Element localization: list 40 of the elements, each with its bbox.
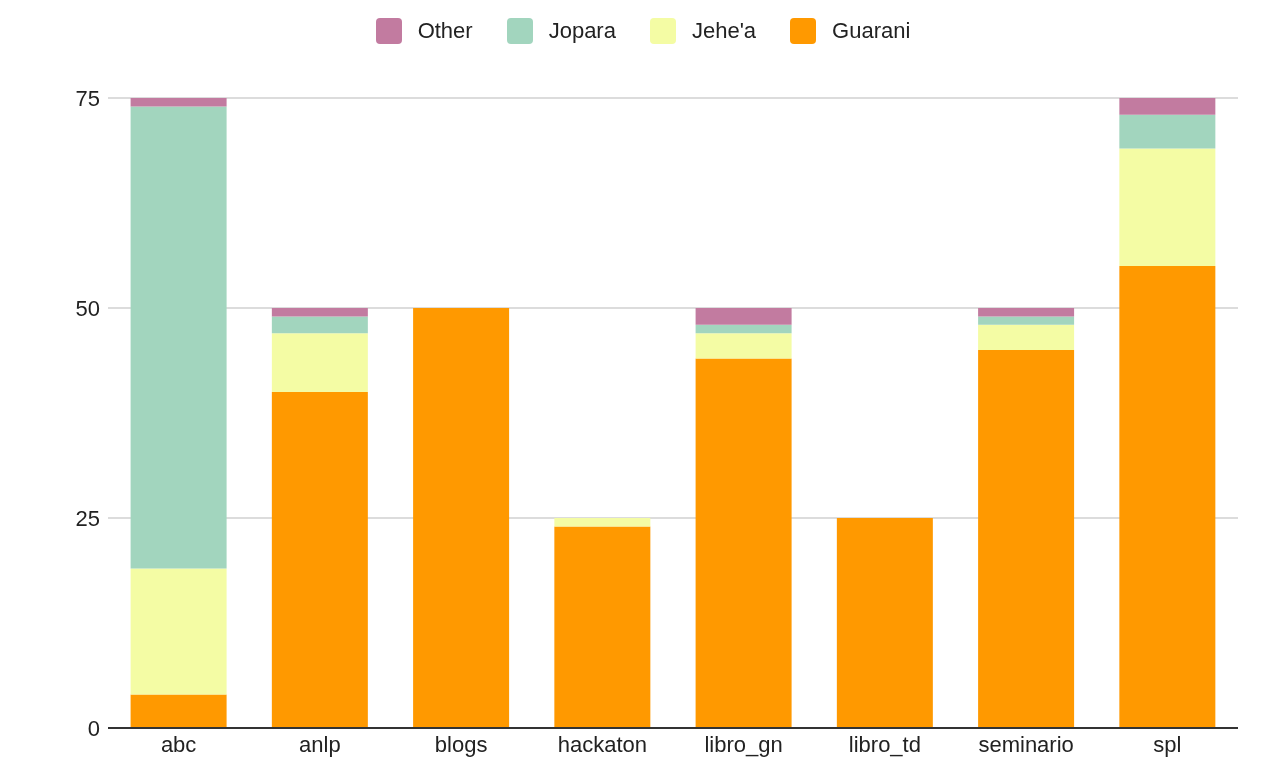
- bar: [978, 350, 1075, 728]
- bar: [554, 518, 651, 527]
- legend-label: Jehe'a: [690, 18, 757, 44]
- y-tick-label: 50: [75, 295, 100, 321]
- bar: [1119, 114, 1216, 149]
- bar: [1119, 148, 1216, 266]
- bar: [695, 324, 792, 334]
- x-tick-label: abc: [160, 731, 197, 757]
- bar: [271, 333, 368, 392]
- x-tick-label: anlp: [299, 731, 341, 757]
- y-tick-label: 75: [75, 85, 100, 111]
- y-tick-label: 25: [75, 505, 100, 531]
- bar: [1119, 266, 1216, 728]
- bar: [271, 308, 368, 317]
- legend-label: Jopara: [547, 18, 616, 44]
- bar: [978, 316, 1075, 325]
- bar: [695, 358, 792, 728]
- bar: [413, 308, 510, 728]
- bar: [695, 308, 792, 325]
- legend-label: Guarani: [831, 18, 911, 44]
- bar: [978, 308, 1075, 317]
- bar: [978, 324, 1075, 350]
- y-tick-label: 0: [87, 715, 100, 741]
- bar: [130, 568, 227, 695]
- x-tick-label: libro_td: [848, 731, 921, 757]
- x-tick-label: seminario: [978, 731, 1074, 757]
- x-tick-label: hackaton: [557, 731, 648, 757]
- bar: [130, 106, 227, 569]
- x-tick-label: blogs: [434, 731, 488, 757]
- bar: [554, 526, 651, 728]
- bar: [836, 518, 933, 728]
- bar: [271, 316, 368, 334]
- bar: [271, 392, 368, 728]
- bar: [130, 694, 227, 728]
- x-tick-label: libro_gn: [704, 731, 783, 757]
- bar: [1119, 98, 1216, 115]
- bar: [130, 98, 227, 107]
- legend-label: Other: [416, 18, 473, 44]
- bar: [695, 333, 792, 359]
- x-tick-label: spl: [1153, 731, 1182, 757]
